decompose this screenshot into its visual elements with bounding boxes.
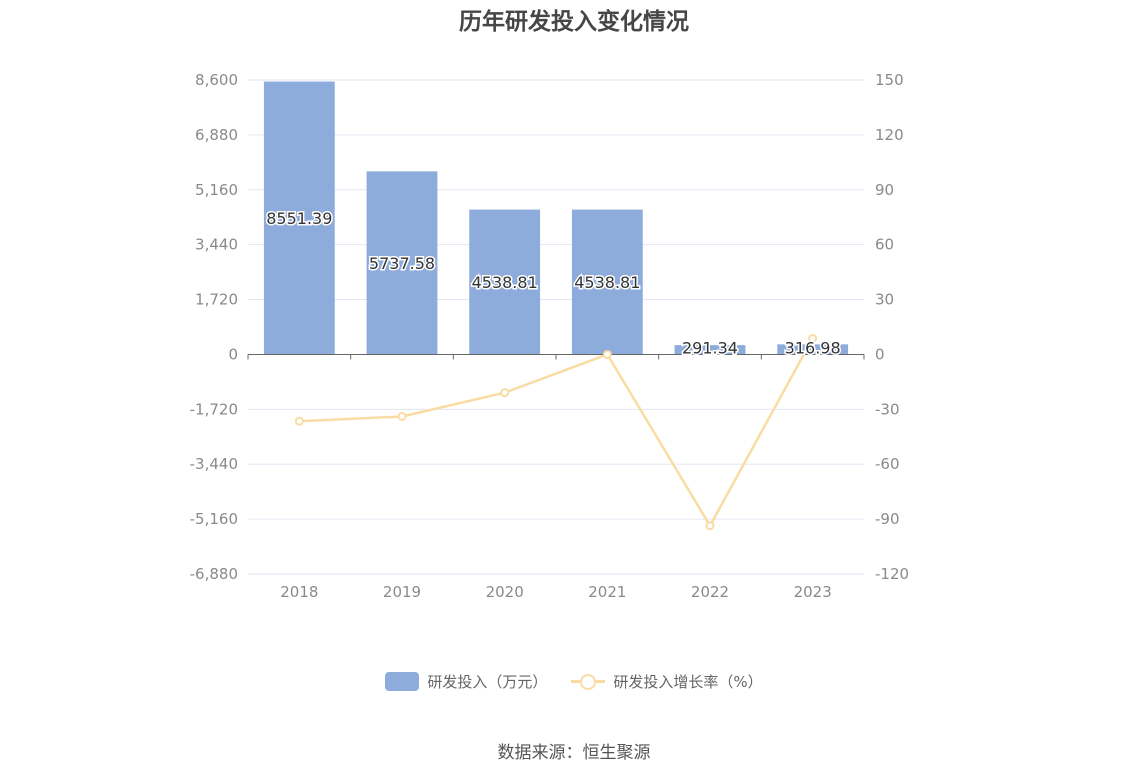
x-tick-label: 2019 <box>383 583 421 601</box>
growth-point <box>808 333 818 343</box>
y-left-tick-label: 3,440 <box>195 236 238 254</box>
bar-data-label: 291.34 <box>682 338 738 357</box>
y-right-tick-label: 60 <box>875 236 894 254</box>
x-tick-label: 2018 <box>280 583 318 601</box>
bar-data-label: 4538.81 <box>574 273 640 292</box>
y-left-tick-label: -6,880 <box>190 565 238 583</box>
legend-bar-label: 研发投入（万元） <box>427 673 548 691</box>
growth-point <box>294 416 304 426</box>
bar-data-label: 5737.58 <box>369 254 435 273</box>
y-left-tick-label: 8,600 <box>195 71 238 89</box>
y-right-tick-label: 120 <box>875 126 904 144</box>
y-left-tick-label: -1,720 <box>190 400 238 418</box>
bar <box>263 81 335 355</box>
y-right-tick-label: -30 <box>875 400 900 418</box>
y-right-tick-label: -60 <box>875 455 900 473</box>
bar-data-label: 4538.81 <box>472 273 538 292</box>
bar-data-label: 8551.39 <box>266 209 332 228</box>
bar <box>571 209 643 355</box>
x-tick-label: 2021 <box>588 583 626 601</box>
legend-item-line[interactable]: 研发投入增长率（%） <box>571 671 763 692</box>
y-right-tick-label: 0 <box>875 345 885 363</box>
growth-point <box>705 521 715 531</box>
y-right-tick-label: 90 <box>875 181 894 199</box>
bar-data-label: 316.98 <box>785 338 841 357</box>
y-left-tick-label: -3,440 <box>190 455 238 473</box>
y-right-tick-label: -120 <box>875 565 909 583</box>
bar <box>777 344 849 355</box>
legend: 研发投入（万元） 研发投入增长率（%） <box>0 671 1148 692</box>
x-tick-label: 2020 <box>486 583 524 601</box>
y-left-tick-label: 6,880 <box>195 126 238 144</box>
bar <box>366 171 438 355</box>
chart-title: 历年研发投入变化情况 <box>459 9 689 35</box>
y-right-tick-label: 150 <box>875 71 904 89</box>
legend-bar-swatch <box>385 672 420 691</box>
y-right-tick-label: -90 <box>875 510 900 528</box>
y-left-tick-label: -5,160 <box>190 510 238 528</box>
y-right-tick-label: 30 <box>875 291 894 309</box>
y-left-tick-label: 0 <box>228 345 238 363</box>
legend-line-label: 研发投入增长率（%） <box>613 673 763 691</box>
growth-point <box>500 388 510 398</box>
legend-item-bar[interactable]: 研发投入（万元） <box>385 671 547 692</box>
x-tick-label: 2023 <box>794 583 832 601</box>
data-source: 数据来源：恒生聚源 <box>497 743 651 763</box>
bar <box>469 209 541 355</box>
y-left-tick-label: 1,720 <box>195 291 238 309</box>
growth-line <box>299 337 814 529</box>
x-tick-label: 2022 <box>691 583 729 601</box>
growth-point <box>397 411 407 421</box>
growth-point <box>602 349 612 359</box>
y-left-tick-label: 5,160 <box>195 181 238 199</box>
bar <box>674 345 746 355</box>
legend-line-swatch <box>571 672 606 691</box>
